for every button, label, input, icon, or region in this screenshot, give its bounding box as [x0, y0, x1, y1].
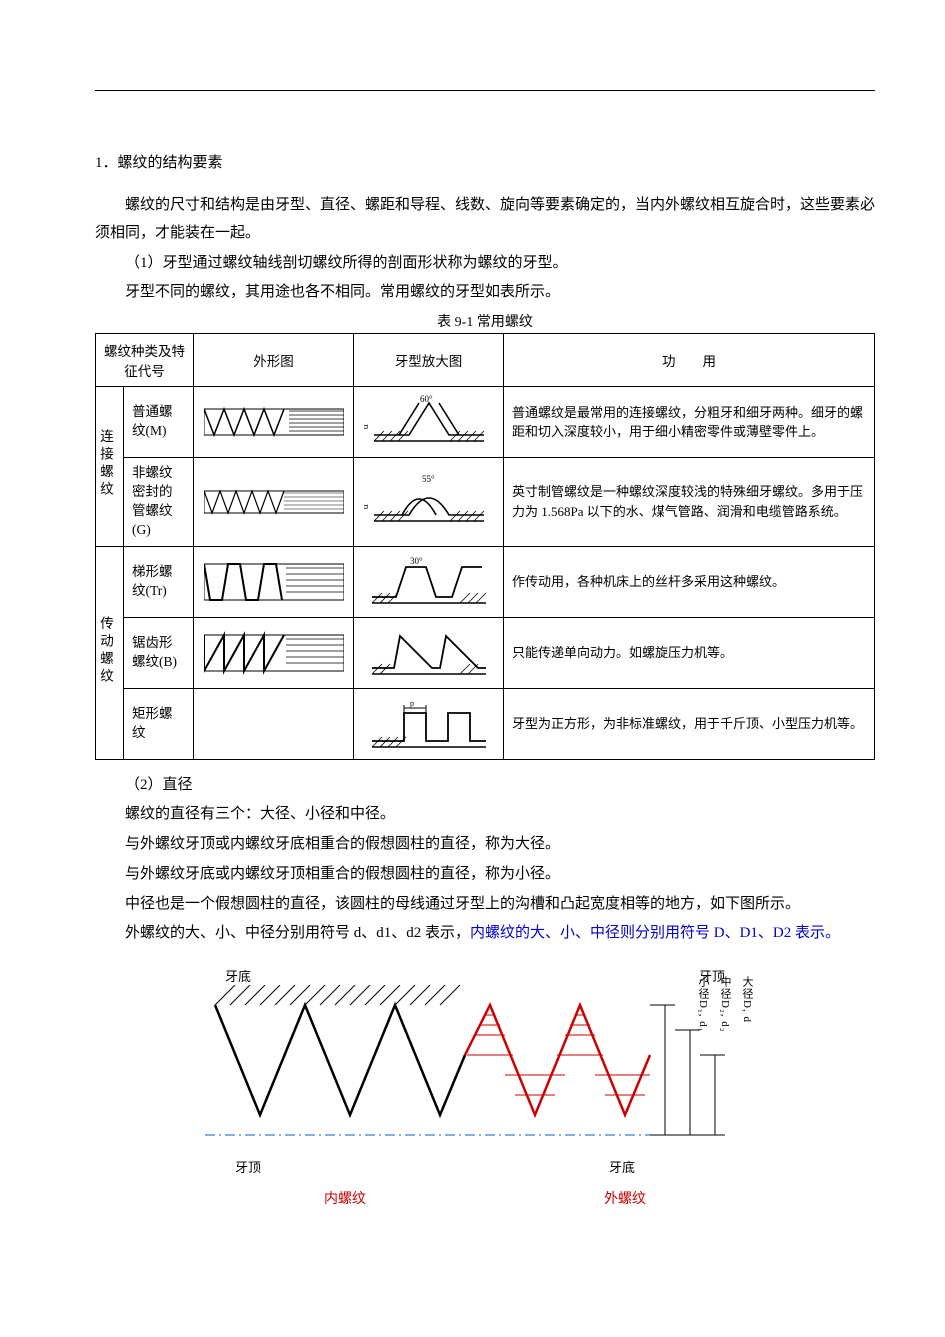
- th-shape: 外形图: [194, 334, 354, 387]
- profile-trapezoid: 30°: [362, 553, 495, 611]
- shape-diagram-square: [202, 695, 345, 753]
- svg-text:d: d: [364, 504, 370, 509]
- table-caption: 表 9-1 常用螺纹: [95, 311, 875, 331]
- section-title-text: 螺纹的结构要素: [118, 155, 223, 171]
- svg-text:p: p: [410, 699, 414, 708]
- th-type: 螺纹种类及特征代号: [96, 334, 194, 387]
- th-zoom: 牙型放大图: [354, 334, 504, 387]
- name-cell: 普通螺纹(M): [124, 387, 194, 458]
- thread-diameter-diagram: 牙底 牙顶: [205, 966, 765, 1208]
- func-cell: 普通螺纹是最常用的连接螺纹，分粗牙和细牙两种。细牙的螺距和切入深度较小，用于细小…: [504, 387, 875, 458]
- dim-small: 小径D₁, d₁: [695, 976, 711, 1033]
- shape-diagram-tr: [202, 553, 345, 611]
- profile-buttress: [362, 624, 495, 682]
- table-row: 传动螺纹 梯形螺纹(Tr): [96, 546, 875, 617]
- name-cell: 矩形螺纹: [124, 688, 194, 759]
- th-func: 功 用: [504, 334, 875, 387]
- shape-cell: [194, 617, 354, 688]
- caption-internal: 内螺纹: [324, 1188, 366, 1208]
- dimension-labels: 小径D₁, d₁ 中径D₂, d₂ 大径D, d: [695, 976, 755, 1033]
- shape-diagram-b: [202, 624, 345, 682]
- func-cell: 只能传递单向动力。如螺旋压力机等。: [504, 617, 875, 688]
- label-bottom-left: 牙顶: [235, 1157, 261, 1176]
- diagram-bottom-labels: 牙顶 牙底: [205, 1157, 765, 1176]
- section-number: 1．: [95, 155, 118, 171]
- zoom-cell: p: [354, 688, 504, 759]
- angle-label: 55°: [422, 475, 435, 484]
- name-cell: 非螺纹密封的管螺纹(G): [124, 458, 194, 547]
- table-row: 非螺纹密封的管螺纹(G): [96, 458, 875, 547]
- table-row: 连接螺纹 普通螺纹(M): [96, 387, 875, 458]
- intro-p3: 牙型不同的螺纹，其用途也各不相同。常用螺纹的牙型如表所示。: [95, 279, 875, 307]
- zoom-cell: [354, 617, 504, 688]
- intro-p1: 螺纹的尺寸和结构是由牙型、直径、螺距和导程、线数、旋向等要素确定的，当内外螺纹相…: [95, 192, 875, 248]
- zoom-cell: 55° d: [354, 458, 504, 547]
- shape-diagram-g: [202, 473, 345, 531]
- diagram-captions: 内螺纹 外螺纹: [205, 1188, 765, 1208]
- thread-table: 螺纹种类及特征代号 外形图 牙型放大图 功 用 连接螺纹 普通螺纹(M): [95, 333, 875, 760]
- func-cell: 牙型为正方形，为非标准螺纹，用于千斤顶、小型压力机等。: [504, 688, 875, 759]
- diameter-p4: 中径也是一个假想圆柱的直径，该圆柱的母线通过牙型上的沟槽和凸起宽度相等的地方，如…: [95, 891, 875, 919]
- page-container: 1．螺纹的结构要素 螺纹的尺寸和结构是由牙型、直径、螺距和导程、线数、旋向等要素…: [0, 0, 945, 1268]
- cat-label: 连接螺纹: [104, 429, 115, 499]
- profile-triangle-60: 60° d: [362, 393, 495, 451]
- shape-cell: [194, 546, 354, 617]
- diameter-p5: 外螺纹的大、小、中径分别用符号 d、d1、d2 表示，内螺纹的大、小、中径则分别…: [95, 920, 875, 948]
- angle-label: 60°: [420, 395, 433, 404]
- angle-label: 30°: [410, 556, 423, 566]
- name-cell: 梯形螺纹(Tr): [124, 546, 194, 617]
- svg-text:d: d: [364, 424, 370, 429]
- top-rule: [95, 90, 875, 91]
- name-cell: 锯齿形螺纹(B): [124, 617, 194, 688]
- diameter-heading: （2）直径: [95, 772, 875, 800]
- cat-cell-drive: 传动螺纹: [96, 546, 124, 759]
- cat-cell-connect: 连接螺纹: [96, 387, 124, 547]
- zoom-cell: 30°: [354, 546, 504, 617]
- shape-cell: [194, 387, 354, 458]
- section-heading: 1．螺纹的结构要素: [95, 151, 875, 172]
- diagram-top-labels: 牙底 牙顶: [205, 966, 765, 985]
- dim-pitch: 中径D₂, d₂: [717, 976, 733, 1033]
- zoom-cell: 60° d: [354, 387, 504, 458]
- label-top-left: 牙底: [225, 966, 251, 985]
- intro-p2: （1）牙型通过螺纹轴线剖切螺纹所得的剖面形状称为螺纹的牙型。: [95, 250, 875, 278]
- profile-triangle-55: 55° d: [362, 473, 495, 531]
- cat-label: 传动螺纹: [104, 616, 115, 686]
- shape-diagram-m: [202, 393, 345, 451]
- diameter-p2: 与外螺纹牙顶或内螺纹牙底相重合的假想圆柱的直径，称为大径。: [95, 831, 875, 859]
- diameter-p1: 螺纹的直径有三个：大径、小径和中径。: [95, 801, 875, 829]
- caption-external: 外螺纹: [604, 1188, 646, 1208]
- shape-cell: [194, 688, 354, 759]
- shape-cell: [194, 458, 354, 547]
- func-cell: 作传动用，各种机床上的丝杆多采用这种螺纹。: [504, 546, 875, 617]
- p5a: 外螺纹的大、小、中径分别用符号 d、d1、d2 表示，: [125, 925, 470, 941]
- dim-major: 大径D, d: [739, 976, 755, 1033]
- label-bottom-right: 牙底: [609, 1157, 635, 1176]
- table-header-row: 螺纹种类及特征代号 外形图 牙型放大图 功 用: [96, 334, 875, 387]
- profile-square: p: [362, 695, 495, 753]
- diameter-p3: 与外螺纹牙底或内螺纹牙顶相重合的假想圆柱的直径，称为小径。: [95, 861, 875, 889]
- func-cell: 英寸制管螺纹是一种螺纹深度较浅的特殊细牙螺纹。多用于压力为 1.568Pa 以下…: [504, 458, 875, 547]
- diagram-svg: [205, 985, 765, 1155]
- p5b: 内螺纹的大、小、中径则分别用符号 D、D1、D2 表示。: [470, 925, 840, 941]
- table-row: 锯齿形螺纹(B): [96, 617, 875, 688]
- table-row: 矩形螺纹: [96, 688, 875, 759]
